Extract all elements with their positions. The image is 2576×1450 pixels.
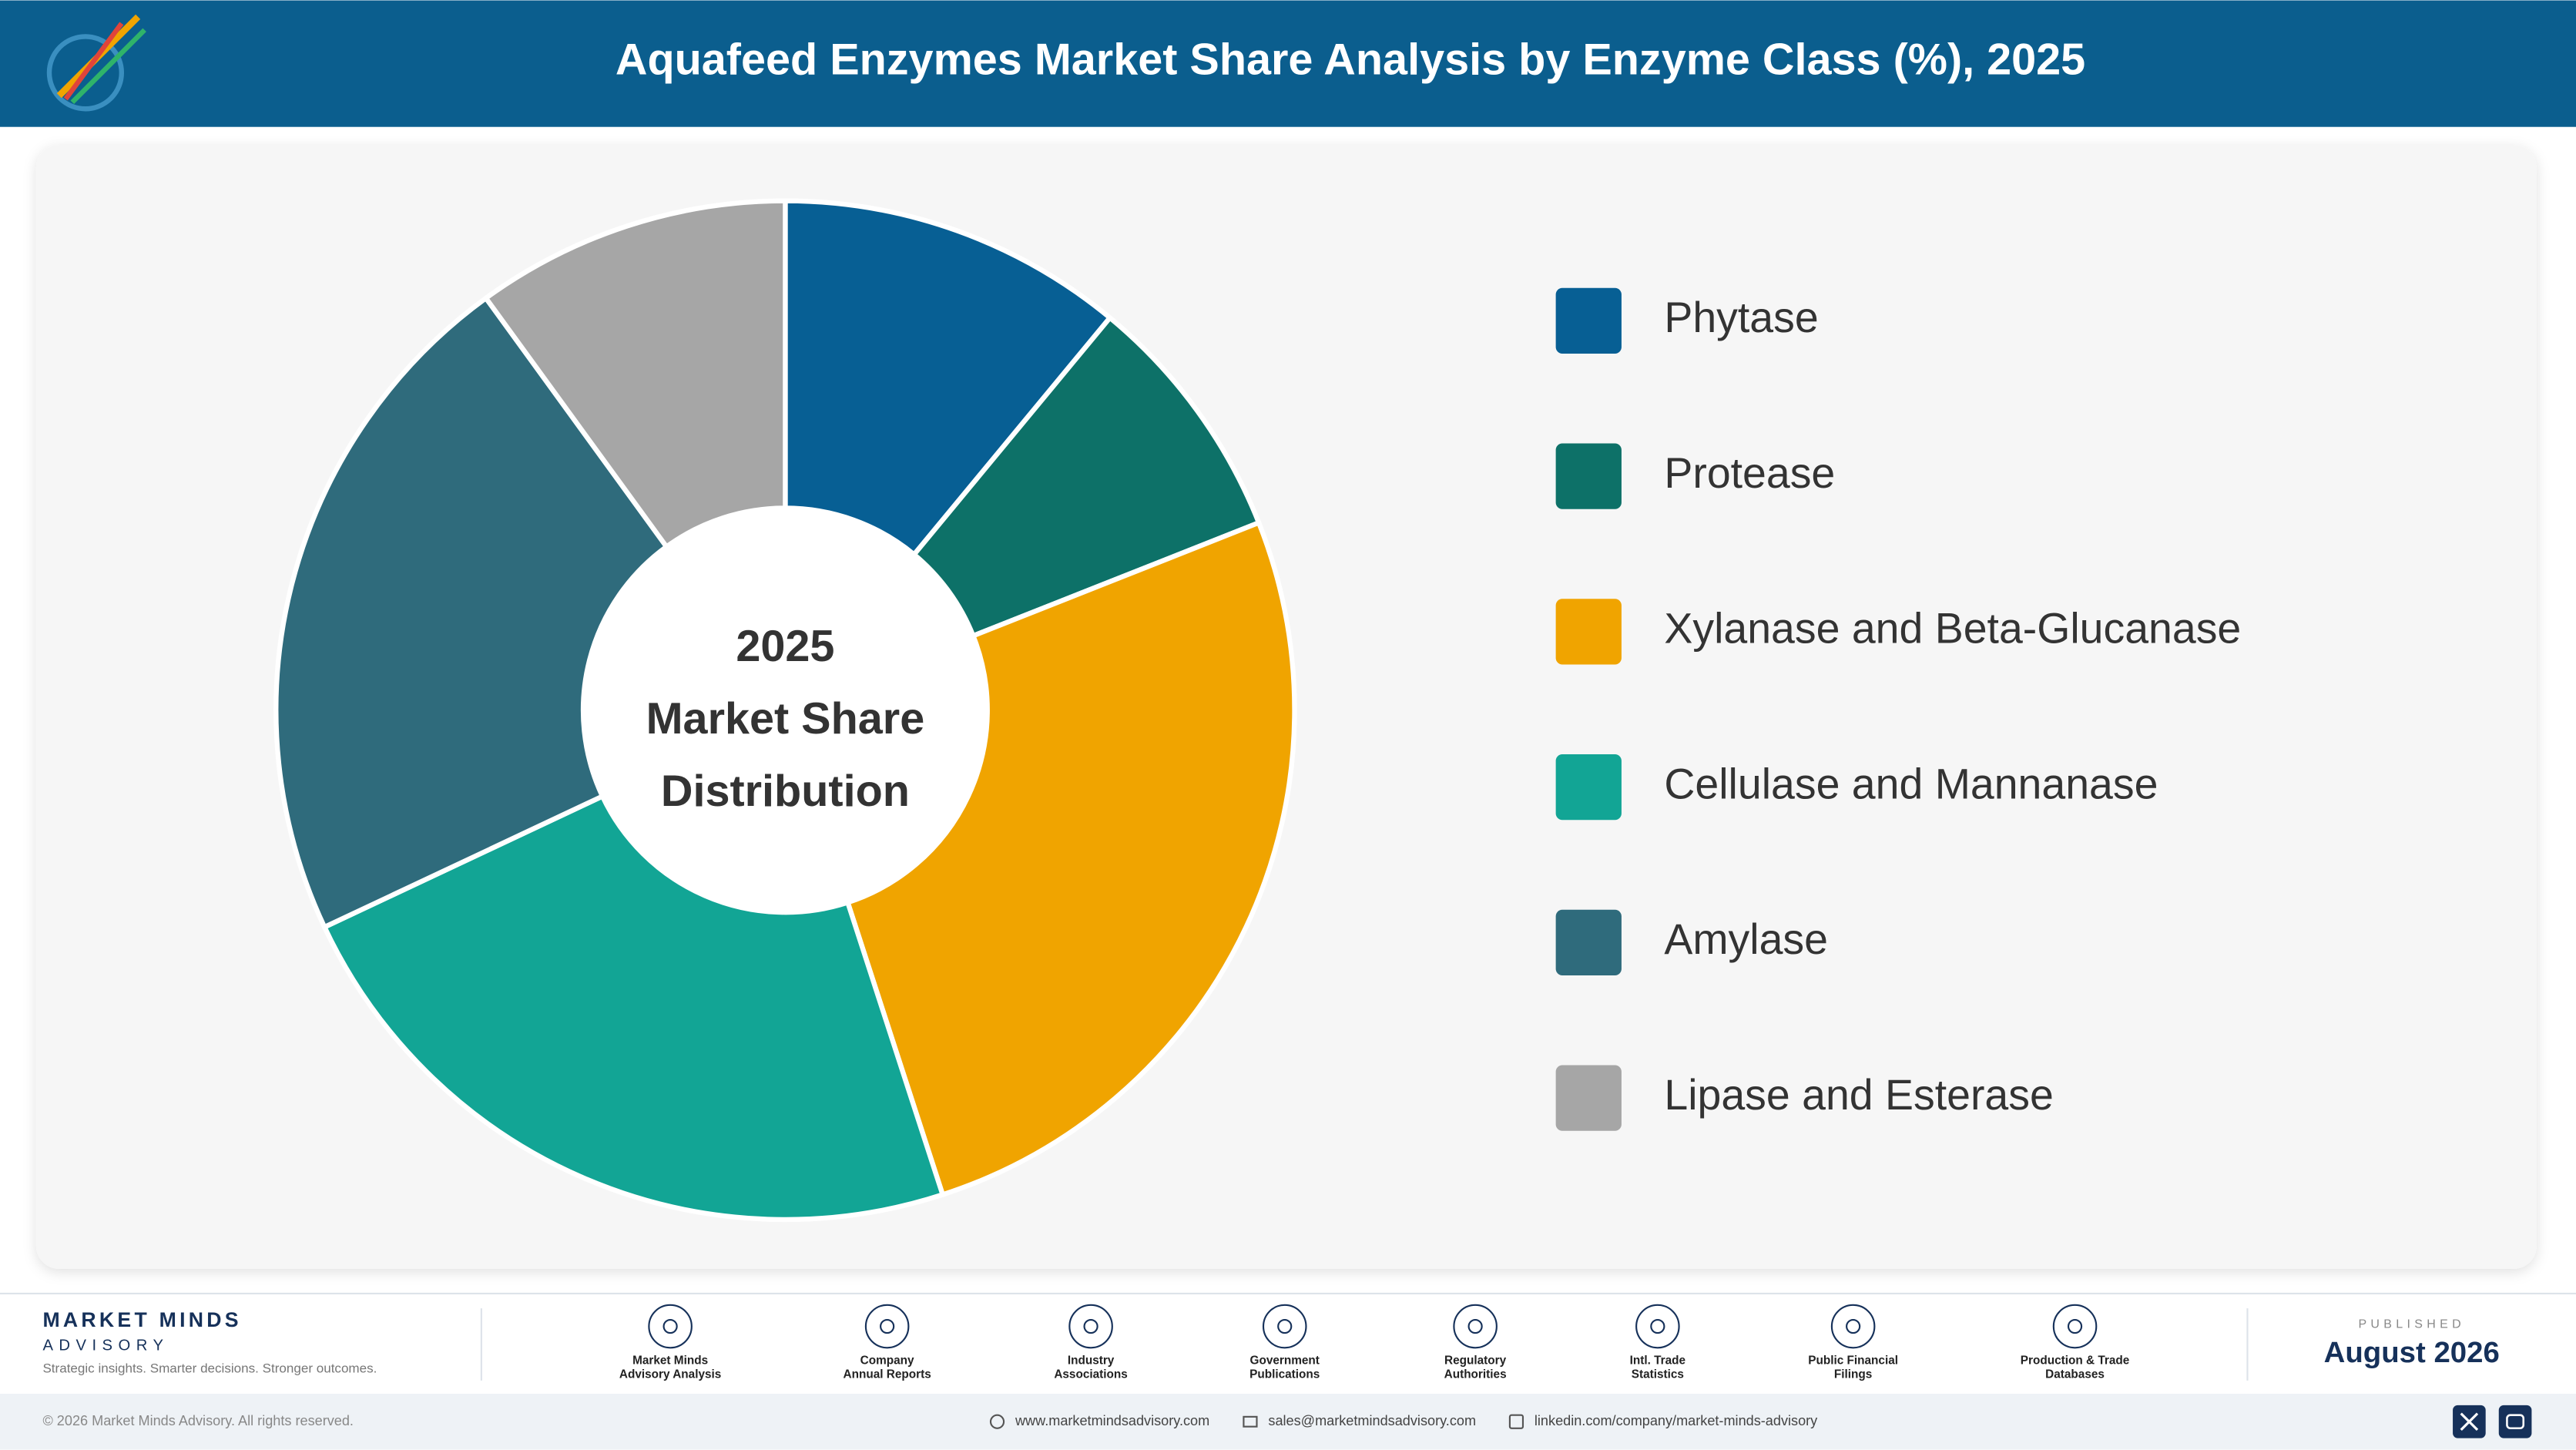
logo: [46, 14, 146, 112]
legend-swatch: [1555, 443, 1622, 509]
web-icon: [989, 1414, 1005, 1429]
brand: MARKET MINDS: [42, 1308, 241, 1331]
source-icon: [2052, 1304, 2098, 1349]
source-label: Intl. Trade: [1630, 1354, 1686, 1367]
source-label: Regulatory: [1444, 1354, 1507, 1367]
source-label: Public Financial: [1808, 1354, 1898, 1367]
legend-label: Xylanase and Beta-Glucanase: [1664, 605, 2241, 653]
source-icon-dot: [880, 1318, 895, 1334]
source-label: Company: [860, 1354, 914, 1367]
source-icon: [648, 1304, 693, 1349]
source-icon: [1453, 1304, 1498, 1349]
source-label: Filings: [1834, 1368, 1872, 1381]
source-label: Advisory Analysis: [619, 1368, 721, 1381]
source-label: Databases: [2045, 1368, 2105, 1381]
published-label: PUBLISHED: [2358, 1318, 2465, 1331]
legend-swatch: [1555, 909, 1622, 976]
linkedin-icon: [1508, 1414, 1524, 1429]
pie-slice: [320, 793, 946, 1223]
source-icon-dot: [1277, 1318, 1293, 1334]
pie-slice: [844, 519, 1297, 1198]
legend-swatch: [1555, 1065, 1622, 1131]
center-label: Distribution: [661, 767, 910, 816]
chart: 2025 Market Share Distribution Phytase Prote…: [273, 198, 2241, 1223]
source-icon: [864, 1304, 910, 1349]
pie-slice: [482, 198, 788, 551]
source-label: Annual Reports: [844, 1368, 931, 1381]
youtube-button[interactable]: [2498, 1405, 2532, 1438]
bottom-bar: [0, 1393, 2576, 1450]
center-label: 2025: [736, 622, 834, 671]
pie-slice: [783, 198, 1114, 559]
source-label: Industry: [1068, 1354, 1115, 1367]
mail-icon: [1243, 1415, 1258, 1428]
source-label: Production & Trade: [2021, 1354, 2130, 1367]
source-icon-dot: [662, 1318, 678, 1334]
legend-label: Protease: [1664, 449, 1835, 497]
legend-label: Phytase: [1664, 294, 1818, 341]
source-label: Market Minds: [632, 1354, 708, 1367]
source-label: Authorities: [1444, 1368, 1507, 1381]
pie-slice: [273, 294, 670, 931]
source-icon: [1635, 1304, 1680, 1349]
source-icon-dot: [1650, 1318, 1665, 1334]
source-icon-dot: [1846, 1318, 1861, 1334]
source-icon-dot: [2067, 1318, 2083, 1334]
legend-label: Cellulase and Mannanase: [1664, 760, 2158, 807]
copyright: © 2026 Market Minds Advisory. All rights…: [42, 1413, 354, 1428]
source-icon: [1830, 1304, 1876, 1349]
source-label: Government: [1250, 1354, 1320, 1367]
center-label: Market Share: [646, 694, 925, 743]
source-label: Associations: [1054, 1368, 1128, 1381]
source-icon: [1262, 1304, 1307, 1349]
header-bar: [0, 0, 2576, 127]
source-label: Publications: [1249, 1368, 1320, 1381]
brand-sub: ADVISORY: [42, 1338, 169, 1354]
source-label: Statistics: [1632, 1368, 1684, 1381]
tagline: Strategic insights. Smarter decisions. S…: [42, 1361, 377, 1376]
legend-label: Lipase and Esterase: [1664, 1071, 2053, 1119]
legend-label: Amylase: [1664, 915, 1828, 963]
published-date: August 2026: [2324, 1336, 2500, 1369]
email[interactable]: sales@marketmindsadvisory.com: [1268, 1413, 1476, 1428]
page-title: Aquafeed Enzymes Market Share Analysis b…: [615, 35, 2085, 85]
legend-swatch: [1555, 287, 1622, 354]
legend-swatch: [1555, 754, 1622, 821]
linkedin[interactable]: linkedin.com/company/market-minds-adviso…: [1535, 1413, 1818, 1428]
legend-swatch: [1555, 599, 1622, 665]
source-icon-dot: [1083, 1318, 1098, 1334]
source-icon-dot: [1467, 1318, 1483, 1334]
source-icon: [1068, 1304, 1113, 1349]
donut-hole: [585, 509, 986, 911]
website[interactable]: www.marketmindsadvisory.com: [1015, 1413, 1209, 1428]
